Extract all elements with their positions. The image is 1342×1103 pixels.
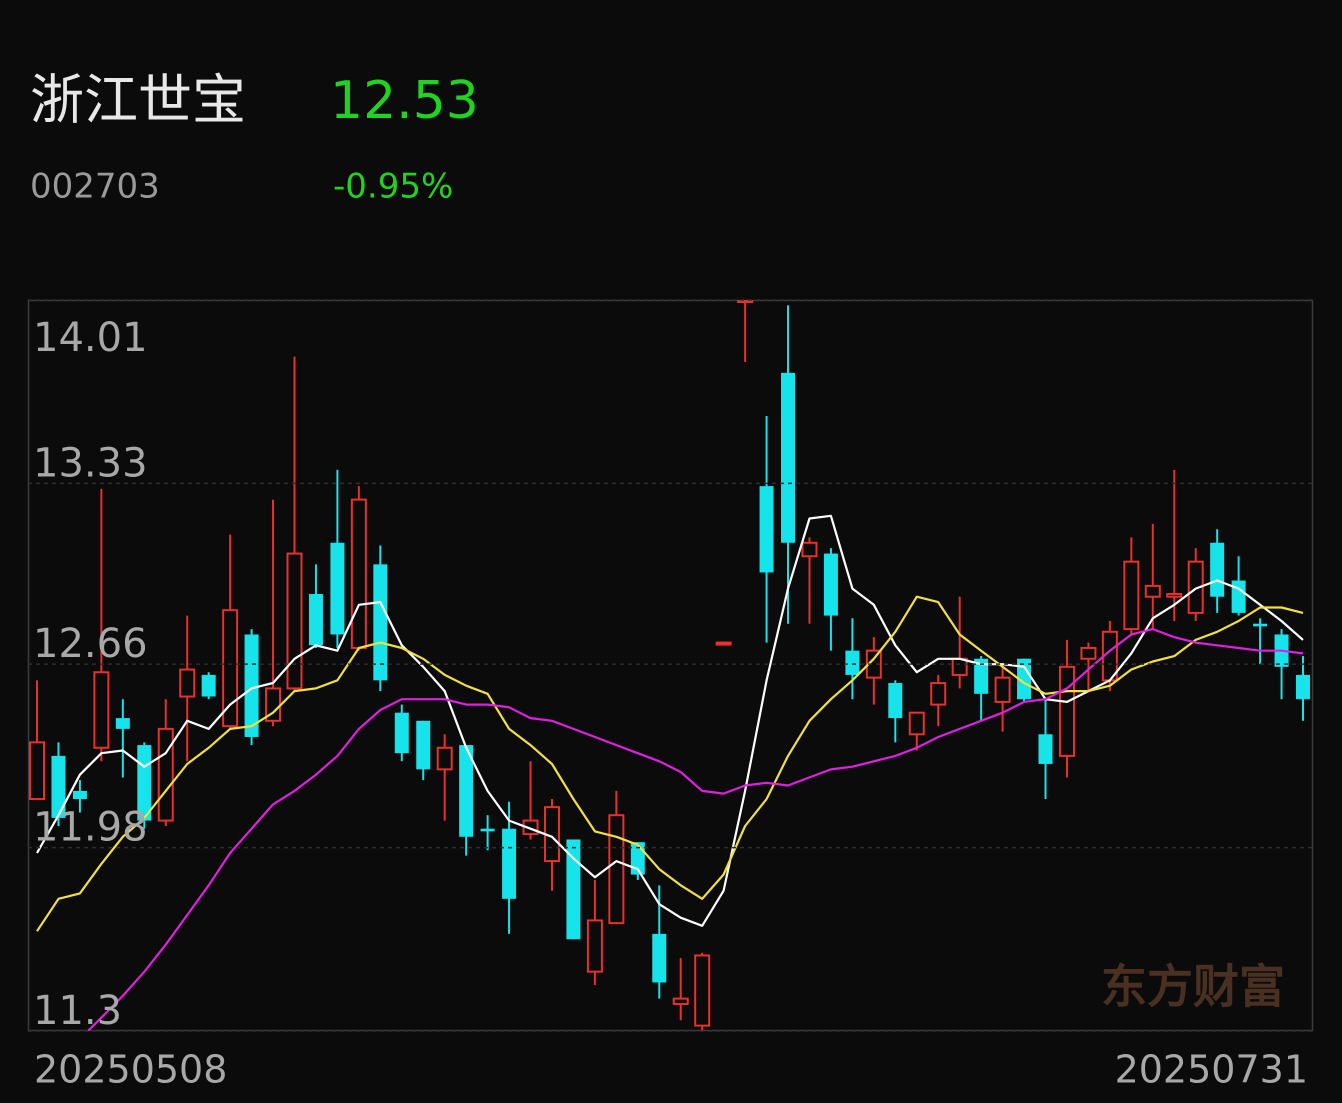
candle-body bbox=[759, 486, 774, 573]
candle-body bbox=[1058, 665, 1075, 757]
candle-body bbox=[29, 741, 45, 801]
candle-body bbox=[201, 674, 216, 697]
candle-body bbox=[888, 683, 903, 719]
candle-body bbox=[502, 828, 517, 899]
candle-body bbox=[51, 755, 66, 818]
candle-body bbox=[608, 814, 625, 925]
candle-body bbox=[823, 553, 838, 616]
candle-body bbox=[436, 746, 453, 771]
candle-body bbox=[865, 649, 882, 679]
candle-body bbox=[994, 676, 1011, 703]
price-change: -0.95% bbox=[333, 167, 453, 207]
candle-body bbox=[1187, 560, 1204, 614]
candle-body bbox=[72, 790, 87, 800]
candle-body bbox=[781, 372, 796, 543]
ma-line bbox=[86, 628, 1304, 1031]
candle-body bbox=[394, 712, 409, 754]
candle-body bbox=[1210, 542, 1225, 597]
y-tick-label: 11.3 bbox=[33, 988, 122, 1034]
candle-body bbox=[1253, 623, 1268, 627]
candle-body bbox=[930, 682, 947, 706]
candle-body bbox=[416, 720, 431, 770]
stock-name: 浙江世宝 bbox=[30, 69, 246, 132]
candle-body bbox=[1166, 593, 1183, 598]
candle-body bbox=[1038, 734, 1053, 764]
candle-body bbox=[1231, 580, 1246, 613]
candle-body bbox=[308, 594, 323, 646]
y-tick-label: 11.98 bbox=[33, 805, 148, 851]
candle-body bbox=[179, 668, 196, 698]
candle-body bbox=[586, 919, 603, 973]
candle-body bbox=[737, 300, 754, 303]
candle-body bbox=[115, 718, 130, 729]
candle-body bbox=[652, 933, 667, 983]
candle-body bbox=[1144, 584, 1161, 598]
candle-body bbox=[1080, 646, 1097, 660]
x-tick-label: 20250731 bbox=[1115, 1048, 1308, 1092]
stock-code: 002703 bbox=[30, 167, 160, 207]
candle-body bbox=[974, 658, 989, 694]
candle-body bbox=[1123, 560, 1140, 631]
candle-body bbox=[951, 657, 968, 676]
plot-area bbox=[29, 300, 1310, 1031]
candle-body bbox=[908, 711, 925, 736]
candle-body bbox=[566, 839, 581, 940]
y-tick-label: 14.01 bbox=[33, 315, 148, 361]
y-tick-label: 13.33 bbox=[33, 440, 148, 486]
candle-body bbox=[715, 641, 732, 646]
x-tick-label: 20250508 bbox=[34, 1048, 227, 1092]
candle-body bbox=[350, 498, 367, 649]
candle-body bbox=[157, 727, 174, 822]
candle-body bbox=[480, 828, 495, 832]
candle-body bbox=[459, 745, 474, 837]
candle-body bbox=[672, 997, 689, 1006]
candle-body bbox=[93, 671, 110, 749]
candle-body bbox=[244, 634, 259, 737]
watermark: 东方财富 bbox=[1101, 960, 1285, 1014]
candle-body bbox=[373, 564, 388, 681]
candle-body bbox=[222, 609, 239, 728]
candle-body bbox=[1017, 658, 1032, 700]
candle-body bbox=[801, 541, 818, 558]
candle-body bbox=[1296, 674, 1310, 700]
y-tick-label: 12.66 bbox=[33, 621, 148, 667]
stock-price: 12.53 bbox=[330, 71, 479, 131]
candle-body bbox=[330, 542, 345, 635]
candle-body bbox=[845, 650, 860, 675]
ma-line bbox=[36, 595, 1304, 932]
candle-body bbox=[286, 552, 303, 690]
candle-body bbox=[694, 954, 711, 1027]
